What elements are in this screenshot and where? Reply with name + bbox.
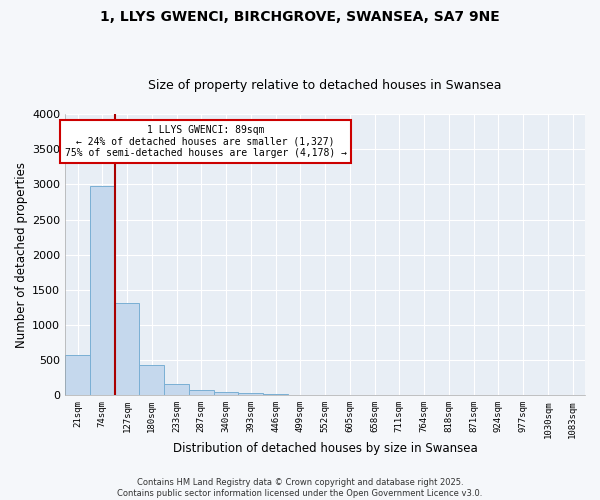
Bar (139, 365, 164, 396)
Bar (164, 384, 189, 396)
Bar (214, 392, 238, 396)
Bar (189, 390, 214, 396)
Title: Size of property relative to detached houses in Swansea: Size of property relative to detached ho… (148, 79, 502, 92)
Bar (115, 302, 139, 396)
Bar (263, 394, 288, 396)
Bar (90, 186, 115, 396)
Y-axis label: Number of detached properties: Number of detached properties (15, 162, 28, 348)
Text: Contains HM Land Registry data © Crown copyright and database right 2025.
Contai: Contains HM Land Registry data © Crown c… (118, 478, 482, 498)
Text: 1 LLYS GWENCI: 89sqm
← 24% of detached houses are smaller (1,327)
75% of semi-de: 1 LLYS GWENCI: 89sqm ← 24% of detached h… (65, 126, 347, 158)
Bar (65, 354, 90, 396)
Bar (288, 394, 313, 396)
Text: 1, LLYS GWENCI, BIRCHGROVE, SWANSEA, SA7 9NE: 1, LLYS GWENCI, BIRCHGROVE, SWANSEA, SA7… (100, 10, 500, 24)
Bar (238, 393, 263, 396)
X-axis label: Distribution of detached houses by size in Swansea: Distribution of detached houses by size … (173, 442, 478, 455)
